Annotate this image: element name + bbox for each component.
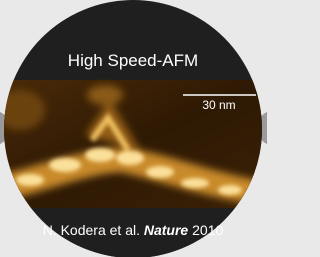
badge: High Speed-AFM 30 nm N. Kodera et al. Na…: [0, 0, 267, 257]
page: High Speed-AFM 30 nm N. Kodera et al. Na…: [0, 0, 267, 257]
title: High Speed-AFM: [68, 51, 198, 70]
citation-authors: N. Kodera et al.: [43, 222, 140, 238]
scale-bar-label: 30 nm: [202, 98, 235, 112]
citation: N. Kodera et al. Nature 2010: [43, 222, 224, 238]
citation-year: 2010: [192, 222, 223, 238]
citation-journal: Nature: [144, 222, 189, 238]
